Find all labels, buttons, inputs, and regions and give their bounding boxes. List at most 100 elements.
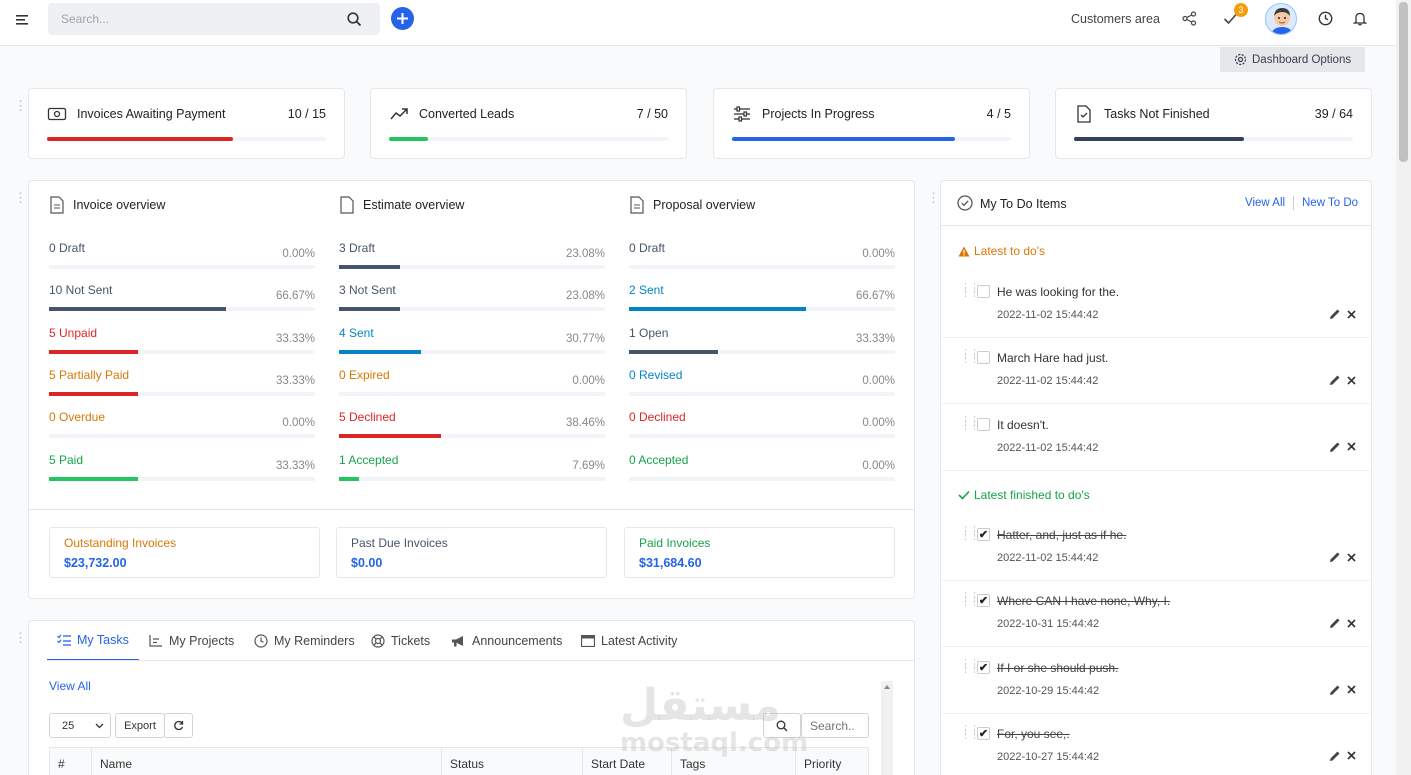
- summary-outstanding-invoices[interactable]: Outstanding Invoices $23,732.00: [49, 527, 320, 578]
- export-button[interactable]: Export: [115, 713, 165, 738]
- overview-row[interactable]: 5 Unpaid 33.33%: [49, 326, 315, 368]
- scroll-up-arrow-icon[interactable]: [881, 682, 893, 692]
- drag-handle-icon[interactable]: ⋮⋮: [14, 190, 37, 205]
- overview-row[interactable]: 10 Not Sent 66.67%: [49, 283, 315, 325]
- close-icon[interactable]: [1347, 685, 1356, 694]
- progress-bar: [629, 434, 895, 439]
- pencil-icon[interactable]: [1329, 308, 1341, 320]
- close-icon[interactable]: [1347, 751, 1356, 760]
- new-todo-link[interactable]: New To Do: [1302, 197, 1359, 209]
- table-search-input[interactable]: [802, 718, 866, 733]
- column-header[interactable]: #: [50, 748, 92, 775]
- drag-handle-icon[interactable]: ⋮⋮ ⋮⋮: [960, 348, 980, 366]
- overview-row[interactable]: 5 Partially Paid 33.33%: [49, 368, 315, 410]
- lifebuoy-icon: [371, 634, 385, 648]
- overview-row[interactable]: 0 Revised 0.00%: [629, 368, 895, 410]
- todo-checkbox[interactable]: [977, 417, 990, 431]
- drag-handle-icon[interactable]: ⋮⋮ ⋮⋮: [960, 591, 980, 609]
- drag-handle-icon[interactable]: ⋮⋮ ⋮⋮: [960, 723, 980, 741]
- menu-icon[interactable]: [14, 12, 32, 28]
- view-all-tasks-link[interactable]: View All: [49, 679, 91, 693]
- stat-card-invoices-awaiting[interactable]: Invoices Awaiting Payment 10 / 15: [28, 88, 345, 159]
- stat-value: 10 / 15: [287, 107, 326, 121]
- progress-fill: [49, 349, 138, 354]
- stat-card-projects-in-progress[interactable]: Projects In Progress 4 / 5: [713, 88, 1030, 159]
- table-scrollbar[interactable]: [881, 681, 893, 775]
- progress-fill: [47, 137, 234, 141]
- tasks-check-icon[interactable]: [1221, 9, 1239, 27]
- tab-my-projects[interactable]: My Projects: [149, 621, 234, 661]
- column-header[interactable]: Name: [92, 748, 442, 775]
- search-icon[interactable]: [345, 10, 363, 28]
- search-input[interactable]: [48, 3, 338, 35]
- pencil-icon[interactable]: [1329, 750, 1341, 762]
- share-icon[interactable]: [1180, 9, 1198, 27]
- pencil-icon[interactable]: [1329, 684, 1341, 696]
- todo-checkbox[interactable]: [977, 351, 990, 365]
- overview-row[interactable]: 0 Accepted 0.00%: [629, 453, 895, 495]
- column-header[interactable]: Tags: [672, 748, 796, 775]
- drag-handle-icon[interactable]: ⋮⋮ ⋮⋮: [960, 525, 980, 542]
- drag-handle-icon[interactable]: ⋮⋮ ⋮⋮: [960, 282, 980, 299]
- overview-title[interactable]: Estimate overview: [363, 198, 465, 212]
- table-search-icon-button[interactable]: [763, 713, 801, 738]
- todo-checkbox[interactable]: ✔: [977, 660, 990, 674]
- add-new-button[interactable]: [391, 7, 414, 30]
- overview-title[interactable]: Proposal overview: [653, 198, 756, 212]
- column-header[interactable]: Priority: [804, 757, 842, 771]
- close-icon[interactable]: [1347, 442, 1356, 451]
- summary-paid-invoices[interactable]: Paid Invoices $31,684.60: [624, 527, 895, 578]
- overview-title[interactable]: Invoice overview: [73, 198, 166, 212]
- todo-checkbox[interactable]: ✔: [977, 594, 990, 608]
- overview-row[interactable]: 0 Declined 0.00%: [629, 410, 895, 452]
- pencil-icon[interactable]: [1329, 374, 1341, 386]
- stat-card-tasks-not-finished[interactable]: Tasks Not Finished 39 / 64: [1055, 88, 1372, 159]
- overview-row[interactable]: 0 Overdue 0.00%: [49, 410, 315, 452]
- scrollbar-thumb[interactable]: [1399, 2, 1408, 162]
- dashboard-options-button[interactable]: Dashboard Options: [1220, 47, 1365, 72]
- close-icon[interactable]: [1347, 376, 1356, 385]
- overview-row[interactable]: 4 Sent 30.77%: [339, 326, 605, 368]
- tab-my-tasks[interactable]: My Tasks: [47, 621, 139, 661]
- overview-row[interactable]: 2 Sent 66.67%: [629, 283, 895, 325]
- overview-row[interactable]: 0 Draft 0.00%: [629, 241, 895, 283]
- todo-checkbox[interactable]: [977, 285, 990, 298]
- reload-button[interactable]: [164, 713, 193, 738]
- drag-handle-icon[interactable]: ⋮⋮ ⋮⋮: [960, 414, 980, 432]
- clock-icon[interactable]: [1316, 9, 1334, 27]
- overview-row[interactable]: 5 Declined 38.46%: [339, 410, 605, 452]
- tab-my-reminders[interactable]: My Reminders: [254, 621, 355, 661]
- drag-handle-icon[interactable]: ⋮⋮: [14, 98, 37, 113]
- summary-past-due-invoices[interactable]: Past Due Invoices $0.00: [336, 527, 607, 578]
- overview-row[interactable]: 0 Expired 0.00%: [339, 368, 605, 410]
- bell-icon[interactable]: [1351, 9, 1369, 27]
- todo-checkbox[interactable]: ✔: [977, 726, 990, 740]
- close-icon[interactable]: [1347, 552, 1356, 562]
- overview-row[interactable]: 0 Draft 0.00%: [49, 241, 315, 283]
- close-icon[interactable]: [1347, 309, 1356, 319]
- tab-announcements[interactable]: Announcements: [451, 621, 562, 661]
- close-icon[interactable]: [1347, 619, 1356, 628]
- customers-area-link[interactable]: Customers area: [1071, 12, 1160, 26]
- avatar[interactable]: [1265, 3, 1297, 35]
- todo-checkbox[interactable]: ✔: [977, 528, 990, 541]
- page-scrollbar[interactable]: [1396, 0, 1411, 775]
- overview-row[interactable]: 3 Not Sent 23.08%: [339, 283, 605, 325]
- page-size-select[interactable]: 25: [49, 713, 111, 738]
- tab-latest-activity[interactable]: Latest Activity: [581, 621, 677, 661]
- overview-row[interactable]: 1 Open 33.33%: [629, 326, 895, 368]
- drag-handle-icon[interactable]: ⋮⋮ ⋮⋮: [960, 657, 980, 675]
- column-header[interactable]: Start Date: [583, 748, 672, 775]
- stat-card-converted-leads[interactable]: Converted Leads 7 / 50: [370, 88, 687, 159]
- column-header[interactable]: Status: [442, 748, 583, 775]
- drag-handle-icon[interactable]: ⋮⋮: [927, 190, 950, 205]
- overview-row[interactable]: 1 Accepted 7.69%: [339, 453, 605, 495]
- pencil-icon[interactable]: [1329, 441, 1341, 453]
- drag-handle-icon[interactable]: ⋮⋮: [14, 630, 37, 645]
- overview-row[interactable]: 3 Draft 23.08%: [339, 241, 605, 283]
- todo-view-all-link[interactable]: View All: [1245, 197, 1286, 209]
- tab-tickets[interactable]: Tickets: [371, 621, 430, 661]
- pencil-icon[interactable]: [1329, 551, 1341, 563]
- pencil-icon[interactable]: [1329, 617, 1341, 629]
- overview-row[interactable]: 5 Paid 33.33%: [49, 453, 315, 495]
